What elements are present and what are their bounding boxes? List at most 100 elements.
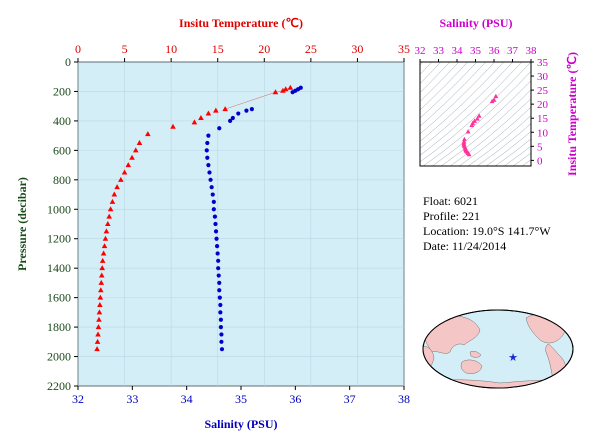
temperature-point	[287, 84, 294, 90]
salinity-point	[208, 177, 213, 182]
ts-right-tick-label: 35	[537, 57, 549, 69]
temperature-point	[132, 147, 139, 153]
density-contour	[440, 89, 531, 166]
temperature-point	[96, 309, 103, 315]
ts-top-tick-label: 35	[470, 45, 482, 57]
density-contour	[420, 62, 460, 102]
ts-data-series	[461, 93, 499, 157]
salinity-point	[218, 302, 223, 308]
main-axis-ticks: 0 5 10 15 20 25 30 35 0 200 400 600 800 1000 1200 1400 1…	[47, 42, 410, 406]
salinity-point	[216, 266, 221, 271]
density-contour	[431, 80, 531, 166]
ts-top-tick-label: 36	[489, 45, 501, 57]
profile-date: Date: 11/24/2014	[423, 239, 507, 253]
salinity-point	[216, 273, 221, 278]
ts-point	[489, 98, 495, 104]
temperature-point	[99, 265, 106, 271]
temperature-point	[101, 243, 108, 249]
density-contour	[420, 62, 433, 75]
ts-point	[472, 118, 477, 123]
land-mass	[557, 311, 573, 320]
ts-point	[469, 122, 475, 128]
left-tick-label: 800	[53, 173, 71, 187]
temperature-point	[99, 257, 106, 263]
density-contour	[485, 131, 531, 166]
bottom-tick-label: 33	[126, 392, 138, 406]
land-mass	[460, 359, 483, 374]
salinity-point	[211, 199, 216, 205]
ts-right-tick-label: 25	[537, 85, 549, 97]
salinity-point	[218, 310, 223, 315]
ts-density-contours	[420, 62, 531, 166]
main-data-series	[94, 84, 303, 352]
float-info-panel: Float: 6021 Profile: 221 Location: 19.0°…	[423, 194, 551, 254]
ts-top-tick-label: 33	[433, 45, 445, 57]
left-axis-title: Pressure (decibar)	[15, 177, 29, 271]
bottom-tick-label: 35	[235, 392, 247, 406]
left-tick-label: 400	[53, 114, 71, 128]
temperature-point	[272, 89, 279, 95]
ts-right-axis-title: Insitu Temperature (℃)	[565, 52, 579, 176]
salinity-point	[219, 332, 224, 337]
salinity-point	[230, 115, 235, 121]
left-tick-label: 0	[65, 55, 71, 69]
salinity-point	[207, 170, 212, 175]
temperature-point	[198, 114, 204, 120]
main-profile-plot: 0 5 10 15 20 25 30 35 0 200 400 600 800 1000 1200 1400 1…	[15, 16, 410, 431]
salinity-point	[244, 108, 249, 113]
ts-top-axis-title: Salinity (PSU)	[439, 16, 512, 30]
salinity-point	[213, 221, 218, 227]
ts-right-tick-label: 20	[537, 99, 549, 111]
salinity-point	[214, 236, 219, 241]
temperature-point	[282, 86, 289, 92]
temperature-point	[280, 87, 286, 93]
salinity-point	[219, 339, 224, 344]
ts-top-tick-label: 34	[452, 45, 464, 57]
temperature-point	[114, 184, 120, 190]
salinity-point	[217, 280, 222, 286]
left-tick-label: 1600	[47, 291, 71, 305]
salinity-point	[218, 324, 223, 330]
temperature-point	[98, 272, 105, 278]
bottom-tick-label: 36	[289, 392, 301, 406]
ts-diagram: 32 33 34 35 36 37 38 0 5 10 15 20 25 30 35 Salinity (P…	[415, 16, 580, 176]
temperature-point	[129, 154, 135, 160]
float-star-icon: ★	[508, 351, 518, 364]
left-tick-label: 2200	[47, 379, 71, 393]
land-mass	[469, 351, 482, 358]
salinity-point	[236, 111, 241, 116]
temperature-point	[98, 279, 105, 285]
density-contour	[512, 152, 531, 166]
density-contour	[420, 62, 469, 111]
bottom-tick-label: 38	[398, 392, 410, 406]
salinity-point	[249, 107, 254, 112]
ts-right-tick-label: 0	[537, 155, 543, 167]
ts-right-tick-label: 15	[537, 113, 549, 125]
temperature-point	[136, 140, 143, 145]
salinity-point	[219, 347, 225, 352]
density-contour	[420, 62, 478, 119]
ts-top-tick-label: 32	[415, 45, 426, 57]
temperature-point	[97, 302, 103, 307]
temperature-point	[106, 213, 113, 219]
world-map: ★	[422, 309, 574, 389]
top-tick-label: 30	[351, 42, 363, 56]
temperature-point	[98, 287, 104, 293]
float-id: Float: 6021	[423, 194, 479, 208]
bottom-axis-title: Salinity (PSU)	[204, 417, 277, 431]
temperature-point	[94, 346, 100, 352]
temperature-point	[109, 198, 116, 204]
density-contour	[420, 62, 505, 142]
temperature-point	[191, 119, 198, 125]
top-tick-label: 25	[305, 42, 317, 56]
salinity-point	[216, 258, 221, 263]
top-tick-label: 5	[122, 42, 128, 56]
left-tick-label: 1400	[47, 261, 71, 275]
bottom-tick-label: 32	[72, 392, 84, 406]
density-contour	[420, 62, 514, 149]
salinity-point	[209, 185, 214, 190]
left-tick-label: 200	[53, 84, 71, 98]
temperature-point	[100, 250, 107, 256]
density-contour	[420, 62, 523, 156]
top-axis-title: Insitu Temperature (℃)	[179, 16, 303, 30]
